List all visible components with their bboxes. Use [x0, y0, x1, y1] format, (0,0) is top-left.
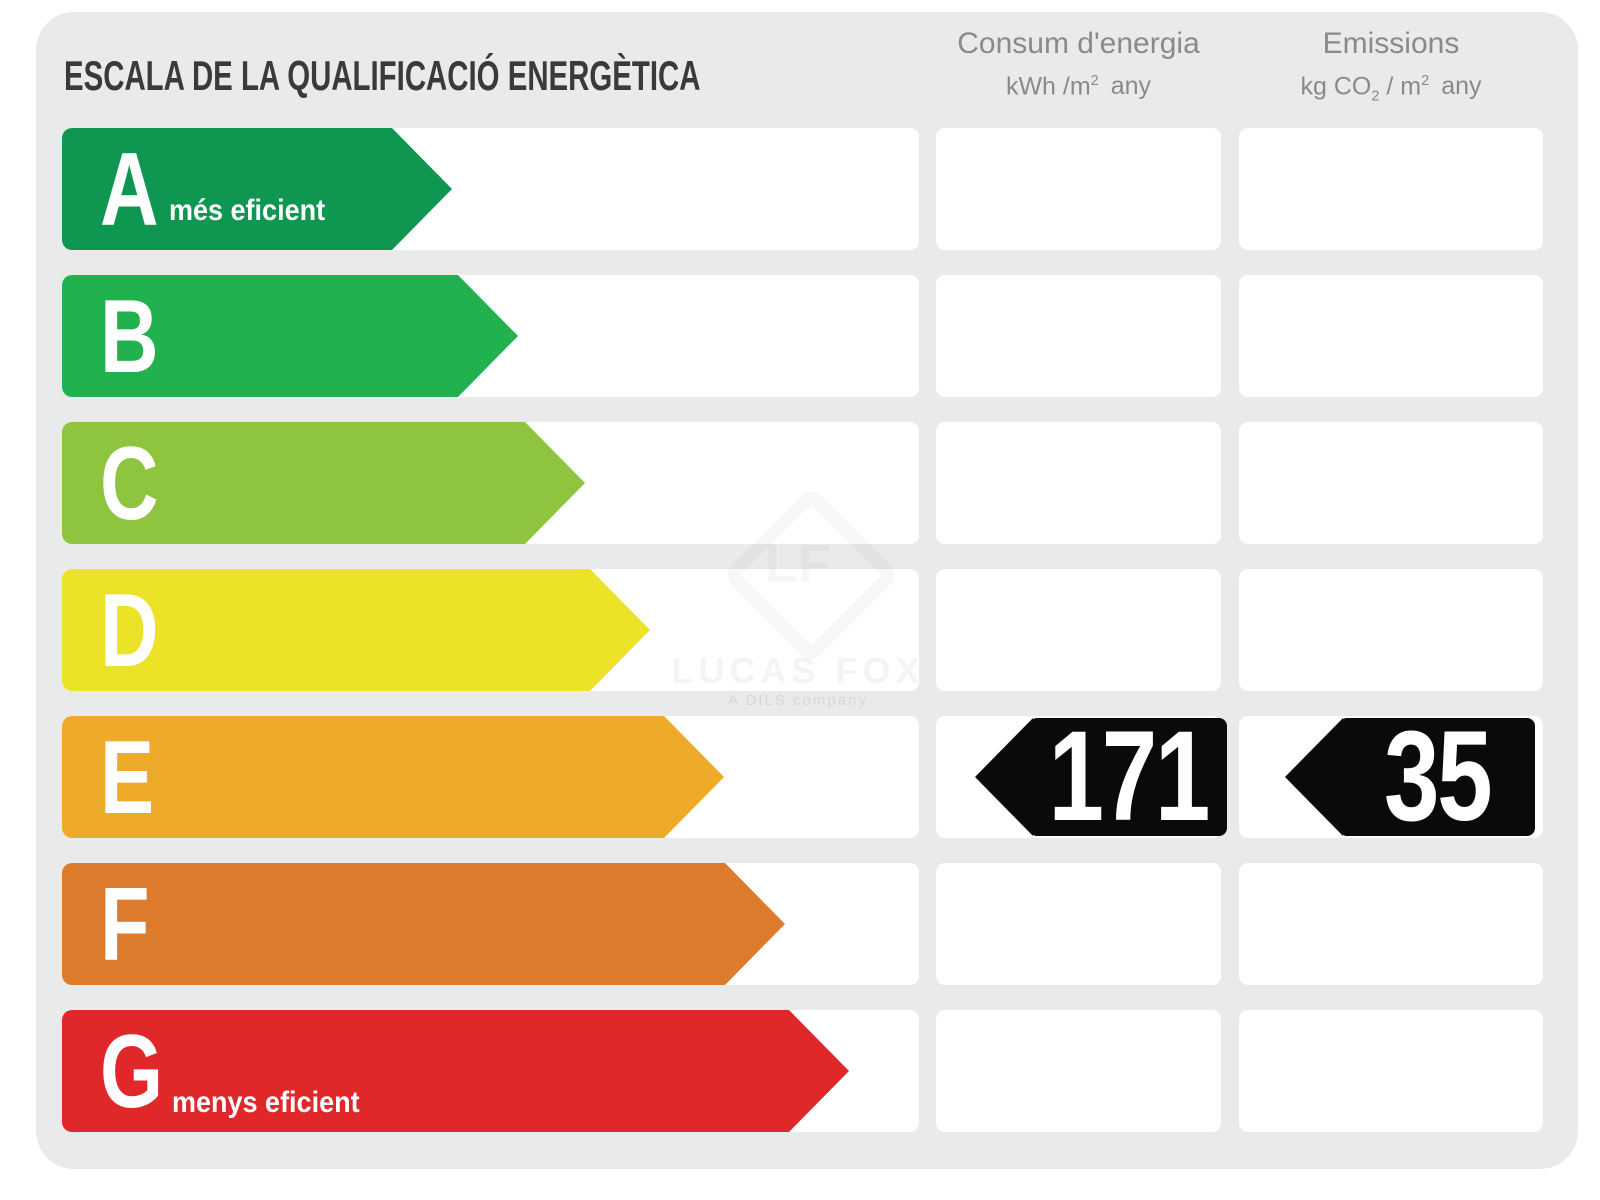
consumption-cell: [936, 422, 1221, 544]
rating-bar: [62, 569, 590, 691]
rating-bar-arrow-icon: [458, 275, 518, 397]
rating-row-e-selected: E 171 35: [62, 713, 1543, 841]
rating-bar-arrow-icon: [525, 422, 585, 544]
energy-header-unit: kWh /m2 any: [1005, 72, 1152, 101]
consumption-cell: [936, 863, 1221, 985]
rating-bar: [62, 1010, 789, 1132]
most-efficient-note: més eficient: [169, 194, 326, 227]
emissions-column-header: Emissions kg CO2 / m2 any: [1239, 26, 1543, 111]
emissions-value-badge: 35: [1285, 713, 1535, 841]
grade-letter: B: [100, 279, 159, 395]
badge-body: 35: [1339, 713, 1535, 841]
badge-arrow-left-icon: [975, 718, 1033, 836]
rating-bar: [62, 716, 664, 838]
energy-consumption-value: 171: [1048, 705, 1210, 848]
emissions-cell: [1239, 863, 1543, 985]
grade-letter: C: [100, 426, 159, 542]
least-efficient-note: menys eficient: [172, 1086, 360, 1119]
grade-letter: F: [100, 867, 150, 983]
energy-header-label: Consum d'energia: [957, 27, 1200, 60]
grade-letter: E: [100, 720, 155, 836]
rating-row-c: C: [62, 422, 1543, 544]
rating-row-d: D: [62, 569, 1543, 691]
rating-bar-arrow-icon: [664, 716, 724, 838]
rating-bar: [62, 422, 525, 544]
grade-letter: G: [100, 1014, 164, 1130]
emissions-header-label: Emissions: [1322, 27, 1460, 60]
unit-any: any: [1441, 72, 1482, 101]
grade-letter: A: [100, 132, 159, 248]
badge-body: 171: [1029, 713, 1227, 841]
unit-any: any: [1110, 72, 1152, 101]
consumption-cell: [936, 128, 1221, 250]
emissions-cell: [1239, 128, 1543, 250]
rating-bar: [62, 275, 458, 397]
energy-column-header: Consum d'energia kWh /m2 any: [936, 26, 1221, 101]
rating-bar-arrow-icon: [789, 1010, 849, 1132]
rating-row-a: A més eficient: [62, 128, 1543, 250]
consumption-cell: [936, 1010, 1221, 1132]
rating-bar-arrow-icon: [725, 863, 785, 985]
rating-bar-arrow-icon: [392, 128, 452, 250]
emissions-value: 35: [1383, 705, 1493, 848]
consumption-cell: [936, 569, 1221, 691]
subscript-2: 2: [1371, 88, 1380, 105]
rating-row-g: G menys eficient: [62, 1010, 1543, 1132]
page-title: ESCALA DE LA QUALIFICACIÓ ENERGÈTICA: [64, 52, 701, 99]
emissions-cell: [1239, 422, 1543, 544]
energy-value-badge: 171: [975, 713, 1227, 841]
superscript-2: 2: [1421, 73, 1430, 89]
emissions-cell: [1239, 569, 1543, 691]
rating-row-b: B: [62, 275, 1543, 397]
badge-arrow-left-icon: [1285, 718, 1343, 836]
rating-row-f: F: [62, 863, 1543, 985]
emissions-cell: [1239, 1010, 1543, 1132]
rating-bar-arrow-icon: [590, 569, 650, 691]
rating-bar: [62, 128, 392, 250]
superscript-2: 2: [1090, 73, 1099, 89]
grade-letter: D: [100, 573, 159, 689]
emissions-cell: [1239, 275, 1543, 397]
consumption-cell: [936, 275, 1221, 397]
rating-bar: [62, 863, 725, 985]
emissions-header-unit: kg CO2 / m2 any: [1300, 72, 1482, 105]
